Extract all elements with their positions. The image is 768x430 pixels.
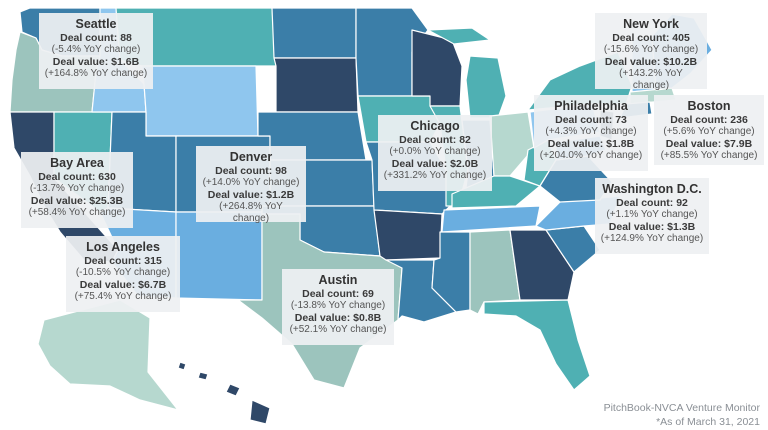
- callout-bay-area: Bay Area Deal count: 630 (-13.7% YoY cha…: [21, 152, 133, 228]
- city-name: Boston: [687, 99, 731, 113]
- deal-value-change: (+124.9% YoY change): [600, 233, 704, 244]
- city-name: Denver: [229, 150, 273, 164]
- state-hawaii-3: [225, 383, 241, 397]
- deal-count: Deal count: 73: [555, 114, 627, 126]
- state-michigan-up: [427, 27, 491, 45]
- state-tennessee: [441, 205, 541, 233]
- callout-austin: Austin Deal count: 69 (-13.8% YoY change…: [282, 269, 394, 345]
- deal-value: Deal value: $0.8B: [294, 312, 382, 324]
- city-name: Chicago: [410, 119, 460, 133]
- deal-value: Deal value: $1.2B: [207, 189, 295, 201]
- deal-count: Deal count: 98: [215, 165, 287, 177]
- deal-value: Deal value: $7.9B: [665, 138, 753, 150]
- deal-count-change: (+1.1% YoY change): [606, 209, 698, 220]
- state-florida: [483, 299, 591, 391]
- deal-count: Deal count: 82: [399, 134, 471, 146]
- callout-denver: Denver Deal count: 98 (+14.0% YoY change…: [196, 146, 306, 224]
- deal-value: Deal value: $6.7B: [79, 279, 167, 291]
- city-name: Seattle: [75, 17, 117, 31]
- callout-philadelphia: Philadelphia Deal count: 73 (+4.3% YoY c…: [534, 95, 648, 171]
- deal-count-change: (-5.4% YoY change): [51, 44, 141, 55]
- state-hawaii-4: [249, 399, 271, 425]
- state-hawaii-1: [177, 361, 187, 371]
- city-name: Austin: [318, 273, 358, 287]
- deal-value: Deal value: $1.8B: [547, 138, 635, 150]
- state-georgia: [509, 229, 575, 301]
- deal-value-change: (+164.8% YoY change): [44, 68, 148, 79]
- city-name: Philadelphia: [554, 99, 628, 113]
- source-credit: PitchBook-NVCA Venture Monitor: [603, 402, 760, 414]
- state-south-dakota: [273, 57, 359, 113]
- deal-value-change: (+52.1% YoY change): [289, 324, 387, 335]
- deal-count-change: (+5.6% YoY change): [663, 126, 755, 137]
- deal-count: Deal count: 236: [670, 114, 748, 126]
- callout-seattle: Seattle Deal count: 88 (-5.4% YoY change…: [39, 13, 153, 89]
- state-wyoming: [141, 65, 259, 137]
- deal-count-change: (+14.0% YoY change): [202, 177, 300, 188]
- city-name: Los Angeles: [86, 240, 160, 254]
- deal-value-change: (+204.0% YoY change): [539, 150, 643, 161]
- deal-count-change: (+4.3% YoY change): [545, 126, 637, 137]
- deal-value: Deal value: $2.0B: [391, 158, 479, 170]
- callout-los-angeles: Los Angeles Deal count: 315 (-10.5% YoY …: [66, 236, 180, 312]
- deal-value: Deal value: $1.6B: [52, 56, 140, 68]
- state-arkansas: [373, 209, 443, 261]
- deal-count: Deal count: 630: [38, 171, 116, 183]
- city-name: Bay Area: [50, 156, 104, 170]
- callout-boston: Boston Deal count: 236 (+5.6% YoY change…: [654, 95, 764, 165]
- state-hawaii-2: [197, 371, 209, 381]
- deal-count: Deal count: 88: [60, 32, 132, 44]
- deal-value-change: (+75.4% YoY change): [74, 291, 172, 302]
- deal-value: Deal value: $1.3B: [608, 221, 696, 233]
- deal-value-change: (+85.5% YoY change): [660, 150, 758, 161]
- deal-count: Deal count: 69: [302, 288, 374, 300]
- deal-count: Deal count: 92: [616, 197, 688, 209]
- deal-value-change: (+264.8% YoY change): [219, 201, 283, 224]
- state-michigan: [465, 55, 507, 119]
- deal-count-change: (+0.0% YoY change): [389, 146, 481, 157]
- callout-chicago: Chicago Deal count: 82 (+0.0% YoY change…: [378, 115, 492, 191]
- callout-washington-dc: Washington D.C. Deal count: 92 (+1.1% Yo…: [595, 178, 709, 254]
- state-new-mexico: [175, 211, 263, 301]
- deal-value-change: (+58.4% YoY change): [28, 207, 126, 218]
- state-ohio: [489, 111, 535, 177]
- deal-count-change: (-13.8% YoY change): [290, 300, 386, 311]
- deal-count: Deal count: 405: [612, 32, 690, 44]
- deal-value: Deal value: $25.3B: [30, 195, 124, 207]
- city-name: Washington D.C.: [602, 182, 702, 196]
- deal-count: Deal count: 315: [84, 255, 162, 267]
- deal-value: Deal value: $10.2B: [604, 56, 698, 68]
- state-north-dakota: [271, 7, 357, 59]
- callout-new-york: New York Deal count: 405 (-15.6% YoY cha…: [595, 13, 707, 91]
- deal-value-change: (+331.2% YoY change): [383, 170, 487, 181]
- as-of-date: *As of March 31, 2021: [656, 416, 760, 428]
- state-alaska: [37, 299, 179, 411]
- city-name: New York: [623, 17, 679, 31]
- deal-value-change: (+143.2% YoY change): [619, 68, 683, 91]
- deal-count-change: (-10.5% YoY change): [75, 267, 171, 278]
- deal-count-change: (-13.7% YoY change): [29, 183, 125, 194]
- deal-count-change: (-15.6% YoY change): [603, 44, 699, 55]
